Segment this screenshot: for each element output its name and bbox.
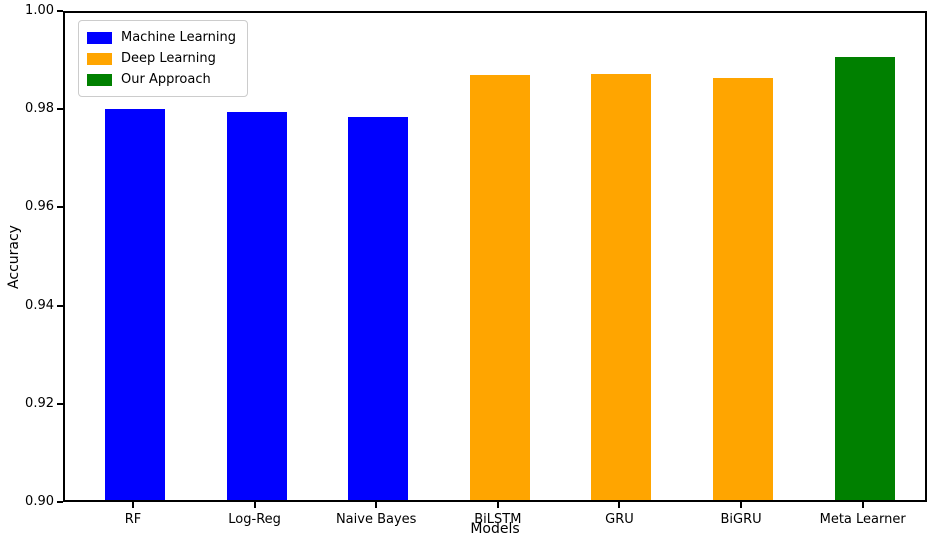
legend-item-deep-learning: Deep Learning	[87, 48, 236, 69]
y-tick-mark-0-96	[57, 206, 63, 209]
legend-swatch-our-approach	[87, 73, 112, 86]
y-tick-label-0-98: 0.98	[25, 101, 54, 117]
x-tick-label-gru: GRU	[605, 512, 634, 527]
x-tick-label-bigru: BiGRU	[720, 512, 762, 527]
bar-bigru	[713, 78, 774, 500]
legend-item-our-approach: Our Approach	[87, 69, 236, 90]
y-tick-mark-0-90	[57, 501, 63, 503]
legend-items: Machine Learning Deep Learning Our Approac…	[87, 27, 236, 90]
bar-gru	[591, 73, 652, 500]
x-tick-label-bilstm: BiLSTM	[474, 512, 522, 527]
x-tick-mark-naive-bayes	[375, 502, 378, 508]
y-tick-mark-0-92	[57, 402, 63, 405]
y-tick-mark-0-98	[57, 108, 63, 111]
legend-swatch-deep-learning	[87, 52, 112, 65]
x-tick-label-rf: RF	[124, 512, 142, 527]
legend-label-machine-learning: Machine Learning	[121, 30, 236, 45]
x-tick-mark-gru	[618, 502, 621, 508]
y-tick-mark-0-94	[57, 304, 63, 307]
y-tick-label-0-96: 0.96	[25, 199, 54, 215]
y-axis-title: Accuracy	[6, 225, 22, 289]
bar-naive-bayes	[348, 116, 409, 500]
x-tick-mark-log-reg	[253, 502, 256, 508]
plot-area: Machine Learning Deep Learning Our Approac…	[63, 11, 927, 502]
bar-bilstm	[469, 74, 530, 500]
y-tick-label-0-92: 0.92	[25, 395, 54, 411]
y-tick-label-0-90: 0.90	[25, 494, 54, 509]
x-axis-title: Models	[470, 521, 520, 537]
y-tick-label-0-94: 0.94	[25, 297, 54, 313]
legend-item-machine-learning: Machine Learning	[87, 27, 236, 48]
x-tick-mark-bigru	[740, 502, 743, 508]
legend-label-deep-learning: Deep Learning	[121, 51, 216, 66]
x-tick-label-meta-learner: Meta Learner	[819, 512, 906, 527]
x-tick-label-log-reg: Log-Reg	[228, 512, 281, 527]
x-tick-mark-meta-learner	[861, 502, 864, 508]
legend: Machine Learning Deep Learning Our Approac…	[78, 20, 248, 97]
legend-swatch-machine-learning	[87, 31, 112, 44]
bar-meta-learner	[834, 56, 895, 500]
y-tick-mark-1-00	[57, 10, 63, 12]
y-tick-label-1-00: 1.00	[25, 3, 54, 18]
legend-label-our-approach: Our Approach	[121, 72, 211, 87]
bar-log-reg	[226, 111, 287, 500]
bar-rf	[104, 109, 165, 500]
x-tick-mark-bilstm	[496, 502, 499, 508]
x-tick-label-naive-bayes: Naive Bayes	[335, 512, 417, 527]
x-tick-mark-rf	[131, 502, 134, 508]
